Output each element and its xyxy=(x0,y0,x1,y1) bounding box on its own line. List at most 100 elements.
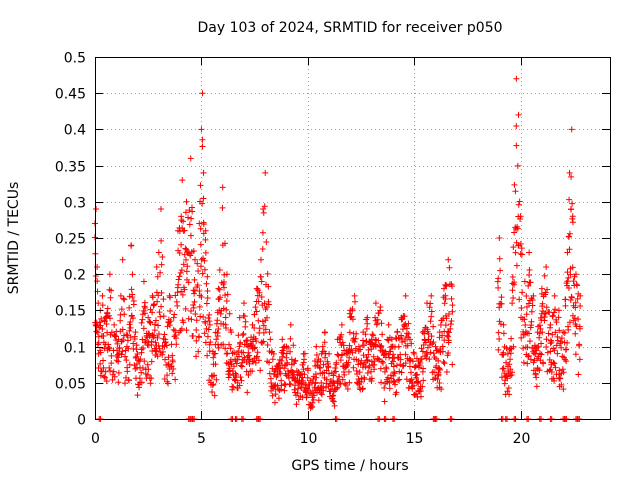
data-point xyxy=(544,286,551,293)
data-point xyxy=(100,357,107,364)
data-point xyxy=(572,351,579,358)
data-point xyxy=(442,322,449,329)
data-point xyxy=(377,343,384,350)
data-point xyxy=(169,370,176,377)
data-point xyxy=(290,342,297,349)
data-point xyxy=(424,351,431,358)
data-point xyxy=(287,348,294,355)
data-point xyxy=(119,326,126,333)
data-point xyxy=(556,367,563,374)
x-axis-ticks: 0 5 10 15 20 xyxy=(91,57,530,447)
data-point xyxy=(174,302,181,309)
data-point xyxy=(428,313,435,320)
data-point xyxy=(170,366,177,373)
data-point xyxy=(176,273,183,280)
data-point xyxy=(185,279,192,286)
data-point xyxy=(182,209,189,216)
data-point xyxy=(397,356,404,363)
y-tick-label: 0.05 xyxy=(55,377,86,393)
data-point xyxy=(560,386,567,393)
data-point-peak xyxy=(140,278,147,285)
data-point xyxy=(445,333,452,340)
data-point-peak xyxy=(385,321,392,328)
data-point xyxy=(202,236,209,243)
data-point xyxy=(371,358,378,365)
data-point xyxy=(390,351,397,358)
data-point xyxy=(574,295,581,302)
data-point xyxy=(281,365,288,372)
data-point-peak xyxy=(568,126,575,133)
data-point xyxy=(577,302,584,309)
data-point xyxy=(267,336,274,343)
data-point xyxy=(380,359,387,366)
data-point xyxy=(115,369,122,376)
data-point xyxy=(565,326,572,333)
data-point xyxy=(532,371,539,378)
data-point xyxy=(162,356,169,363)
data-point xyxy=(402,351,409,358)
data-point-peak xyxy=(240,300,247,307)
data-point-peak xyxy=(534,329,541,336)
data-point xyxy=(542,289,549,296)
data-point xyxy=(129,294,136,301)
data-point xyxy=(540,359,547,366)
data-point xyxy=(127,334,134,341)
data-point-peak xyxy=(206,321,213,328)
data-point xyxy=(204,295,211,302)
data-point xyxy=(269,356,276,363)
data-point xyxy=(386,379,393,386)
data-point xyxy=(190,304,197,311)
data-point xyxy=(242,323,249,330)
data-point-peak xyxy=(136,358,143,365)
data-point xyxy=(142,337,149,344)
data-point xyxy=(415,378,422,385)
data-point-peak xyxy=(330,372,337,379)
data-point xyxy=(357,360,364,367)
data-point xyxy=(167,318,174,325)
data-point xyxy=(154,273,161,280)
data-point xyxy=(304,374,311,381)
data-point xyxy=(521,316,528,323)
data-point xyxy=(193,353,200,360)
data-point-peak xyxy=(179,177,186,184)
data-point-peak xyxy=(219,184,226,191)
data-point xyxy=(259,229,266,236)
data-point xyxy=(91,234,98,241)
data-point xyxy=(543,343,550,350)
data-point-peak xyxy=(132,329,139,336)
data-point xyxy=(507,350,514,357)
data-point xyxy=(553,319,560,326)
data-point xyxy=(346,379,353,386)
data-point xyxy=(159,351,166,358)
data-point xyxy=(250,358,257,365)
data-point-peak xyxy=(236,314,243,321)
data-point xyxy=(233,372,240,379)
data-point xyxy=(224,291,231,298)
data-point xyxy=(303,391,310,398)
data-point xyxy=(157,313,164,320)
data-point-peak xyxy=(245,343,252,350)
data-point xyxy=(210,354,217,361)
data-point-peak xyxy=(283,343,290,350)
data-point xyxy=(444,332,451,339)
data-point-peak xyxy=(196,220,203,227)
data-point xyxy=(514,225,521,232)
data-point xyxy=(393,362,400,369)
data-point xyxy=(330,398,337,405)
data-point xyxy=(538,351,545,358)
data-point xyxy=(315,397,322,404)
y-tick-label: 0.5 xyxy=(64,51,86,67)
data-point xyxy=(507,366,514,373)
data-point xyxy=(153,289,160,296)
data-point xyxy=(183,327,190,334)
data-point xyxy=(258,278,265,285)
data-point xyxy=(206,318,213,325)
data-point xyxy=(206,311,213,318)
data-point xyxy=(439,343,446,350)
data-point xyxy=(272,391,279,398)
data-point xyxy=(358,379,365,386)
data-point xyxy=(435,357,442,364)
data-point xyxy=(526,338,533,345)
data-point xyxy=(292,382,299,389)
data-point-peak xyxy=(317,358,324,365)
